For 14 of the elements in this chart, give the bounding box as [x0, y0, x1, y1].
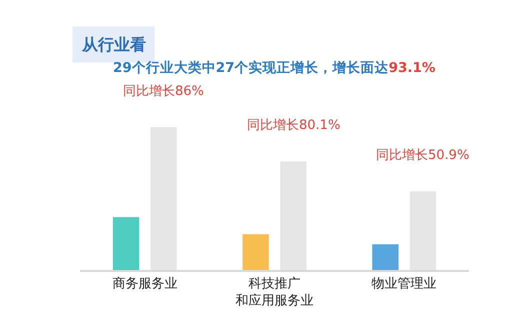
- x-tick-label: 商务服务业: [112, 276, 178, 292]
- bar: [150, 127, 177, 270]
- x-tick-label: 科技推广和应用服务业: [236, 276, 314, 308]
- bar: [280, 161, 306, 270]
- bar: [372, 244, 399, 270]
- bar: [242, 234, 269, 270]
- text: 同比增长86%: [123, 84, 204, 99]
- chart-title: 从行业看: [81, 35, 146, 54]
- bar: [112, 217, 140, 270]
- annotation: 同比增长50.9%: [376, 148, 470, 163]
- x-tick-label: 物业管理业: [372, 276, 437, 292]
- chart-subtitle: 29个行业大类中27个实现正增长，增长面达93.1%: [113, 59, 436, 76]
- annotation: 同比增长80.1%: [247, 118, 340, 133]
- bar: [410, 191, 436, 270]
